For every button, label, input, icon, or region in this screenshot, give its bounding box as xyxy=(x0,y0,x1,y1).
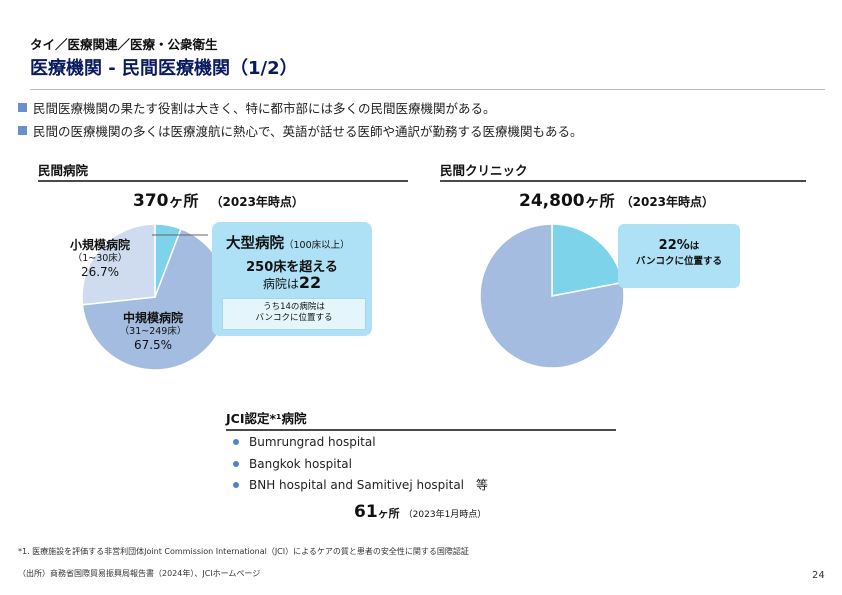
hospitals-divider xyxy=(38,180,408,182)
square-bullet-icon xyxy=(18,103,27,112)
jci-hospital-name: BNH hospital and Samitivej hospital 等 xyxy=(249,478,489,492)
pie-slice-other xyxy=(479,223,625,369)
large-hospital-line2-prefix: 病院は xyxy=(262,277,299,291)
footnote: *1. 医療施設を評価する非営利団体Joint Commission Inter… xyxy=(18,547,469,556)
jci-count: 61ヶ所 （2023年1月時点） xyxy=(354,502,486,522)
bullet-text: 民間の医療機関の多くは医療渡航に熱心で、英語が話せる医師や通訳が勤務する医療機関… xyxy=(33,124,583,139)
hospitals-heading: 民間病院 xyxy=(38,163,89,178)
large-hospital-count: 22 xyxy=(298,273,322,292)
breadcrumb: タイ／医療関連／医療・公衆衛生 xyxy=(30,37,218,52)
pie-slice-small xyxy=(81,223,156,306)
hospitals-count-value: 370 xyxy=(133,191,169,211)
large-hospital-line1: 250床を超える xyxy=(246,260,338,275)
large-hospital-note-line2: バンコクに位置する xyxy=(255,313,333,324)
clinics-callout-suffix: は xyxy=(689,241,700,252)
large-hospital-name: 大型病院 xyxy=(226,236,284,252)
medium-hospital-pct: 67.5% xyxy=(133,337,173,352)
jci-heading: JCI認定*¹病院 xyxy=(226,411,307,426)
bullet-point: 民間医療機関の果たす役割は大きく、特に都市部には多くの民間医療機関がある。 xyxy=(18,98,496,117)
medium-hospital-range: （31~249床） xyxy=(119,326,187,337)
jci-count-value: 61 xyxy=(354,502,378,522)
bullet-point: 民間の医療機関の多くは医療渡航に熱心で、英語が話せる医師や通訳が勤務する医療機関… xyxy=(18,121,583,140)
large-hospital-note: うち14の病院は バンコクに位置する xyxy=(222,298,366,330)
clinics-as-of: （2023年時点） xyxy=(620,195,715,209)
list-item: Bangkok hospital xyxy=(233,457,352,471)
large-hospital-callout: 大型病院（100床以上） 250床を超える 病院は22 うち14の病院は バンコ… xyxy=(212,222,372,336)
clinics-callout: 22%は バンコクに位置する xyxy=(618,224,740,288)
bullet-text: 民間医療機関の果たす役割は大きく、特に都市部には多くの民間医療機関がある。 xyxy=(33,101,496,116)
clinics-count-value: 24,800 xyxy=(519,191,585,211)
list-item: Bumrungrad hospital xyxy=(233,435,376,449)
medium-hospital-label: 中規模病院 （31~249床） 67.5% xyxy=(103,311,203,353)
jci-divider xyxy=(226,429,616,431)
jci-hospital-name: Bangkok hospital xyxy=(249,457,352,471)
small-hospital-label: 小規模病院 （1~30床） 26.7% xyxy=(55,238,145,280)
callout-leader xyxy=(152,234,208,236)
hospitals-count-suffix: ヶ所 xyxy=(168,192,199,210)
hospitals-count: 370ヶ所 （2023年時点） xyxy=(133,190,304,211)
clinics-divider xyxy=(440,180,806,182)
hospitals-as-of: （2023年時点） xyxy=(210,195,304,209)
jci-hospital-name: Bumrungrad hospital xyxy=(249,435,376,449)
large-hospital-range: （100床以上） xyxy=(284,240,350,251)
page-number: 24 xyxy=(812,570,825,581)
clinics-count-suffix: ヶ所 xyxy=(584,192,615,210)
large-hospital-title: 大型病院（100床以上） xyxy=(226,232,350,253)
large-hospital-note-line1: うち14の病院は xyxy=(263,302,325,312)
source-note: （出所）商務省国際貿易振興局報告書（2024年）、JCIホームページ xyxy=(18,569,261,578)
large-hospital-line2: 病院は22 xyxy=(212,273,372,292)
bullet-dot-icon xyxy=(233,461,239,467)
list-item: BNH hospital and Samitivej hospital 等 xyxy=(233,476,488,493)
clinics-count: 24,800ヶ所 （2023年時点） xyxy=(519,190,714,211)
title-divider xyxy=(30,89,825,90)
small-hospital-name: 小規模病院 xyxy=(69,238,130,252)
clinics-callout-value: 22% xyxy=(658,238,690,253)
clinics-heading: 民間クリニック xyxy=(440,163,528,178)
jci-as-of: （2023年1月時点） xyxy=(403,510,487,520)
square-bullet-icon xyxy=(18,126,27,135)
clinics-pie-chart xyxy=(479,223,625,369)
clinics-callout-pct: 22%は xyxy=(618,238,740,253)
small-hospital-range: （1~30床） xyxy=(72,253,128,264)
bullet-dot-icon xyxy=(233,481,239,488)
clinics-callout-text: バンコクに位置する xyxy=(636,256,722,267)
medium-hospital-name: 中規模病院 xyxy=(122,311,183,325)
hospitals-pie-chart xyxy=(81,223,229,371)
page-title: 医療機関 - 民間医療機関（1/2） xyxy=(30,58,298,79)
bullet-dot-icon xyxy=(233,439,239,445)
jci-count-suffix: ヶ所 xyxy=(377,507,400,520)
small-hospital-pct: 26.7% xyxy=(80,264,120,279)
